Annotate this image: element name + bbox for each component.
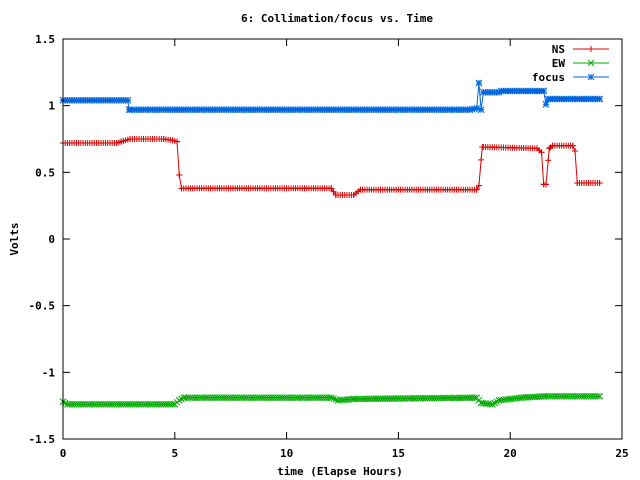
data-point bbox=[327, 394, 335, 402]
x-tick-label: 5 bbox=[171, 447, 178, 460]
legend-label: focus bbox=[532, 71, 565, 84]
data-point bbox=[534, 145, 541, 152]
data-point bbox=[169, 400, 176, 408]
data-point bbox=[546, 145, 553, 152]
data-point bbox=[160, 136, 167, 142]
data-point bbox=[475, 79, 483, 87]
legend-marker bbox=[587, 59, 595, 67]
data-point bbox=[332, 192, 339, 198]
data-point bbox=[180, 394, 188, 402]
x-tick-label: 20 bbox=[504, 447, 517, 460]
data-point bbox=[64, 400, 71, 408]
data-point bbox=[480, 88, 487, 96]
data-point bbox=[477, 106, 485, 114]
data-point bbox=[357, 186, 364, 193]
data-point bbox=[471, 394, 478, 402]
data-point bbox=[473, 394, 481, 402]
data-point bbox=[572, 148, 579, 154]
x-tick-label: 15 bbox=[392, 447, 405, 460]
data-point bbox=[544, 95, 552, 103]
data-point bbox=[124, 96, 132, 104]
data-point bbox=[473, 104, 481, 112]
data-point bbox=[596, 392, 603, 400]
series-layer bbox=[59, 79, 603, 408]
data-point bbox=[169, 137, 176, 144]
data-point bbox=[178, 185, 185, 192]
data-point bbox=[596, 95, 603, 103]
data-point bbox=[175, 396, 183, 404]
data-point bbox=[488, 400, 496, 408]
x-tick-label: 0 bbox=[60, 447, 67, 460]
data-point bbox=[574, 180, 581, 186]
data-point bbox=[478, 156, 485, 163]
x-tick-label: 25 bbox=[615, 447, 628, 460]
series-line bbox=[63, 82, 600, 111]
y-tick-label: 1 bbox=[48, 100, 55, 113]
y-tick-label: -0.5 bbox=[29, 300, 56, 313]
data-point bbox=[495, 396, 503, 404]
data-point bbox=[350, 192, 357, 198]
data-point bbox=[176, 172, 183, 178]
data-point bbox=[540, 392, 548, 400]
series-ns bbox=[60, 136, 603, 198]
legend-label: NS bbox=[552, 43, 565, 56]
y-tick-label: -1.5 bbox=[29, 433, 56, 446]
legend-marker bbox=[587, 73, 595, 81]
data-point bbox=[542, 100, 550, 108]
data-point bbox=[328, 185, 335, 192]
data-point bbox=[113, 140, 120, 146]
series-focus bbox=[59, 79, 603, 114]
data-point bbox=[330, 395, 337, 402]
axis-ticks: -1.5 -1 -0.5 0 0.5 1 1.5 0 5 10 15 20 25 bbox=[29, 33, 629, 460]
y-tick-label: 1.5 bbox=[35, 33, 55, 46]
data-point bbox=[334, 396, 342, 404]
y-tick-label: 0 bbox=[48, 233, 55, 246]
data-point bbox=[542, 181, 549, 188]
data-point bbox=[330, 188, 337, 195]
data-point bbox=[466, 106, 474, 114]
data-point bbox=[473, 186, 480, 193]
data-point bbox=[174, 138, 181, 145]
data-point bbox=[475, 182, 482, 189]
data-point bbox=[497, 87, 505, 95]
data-point bbox=[596, 180, 603, 186]
data-point bbox=[569, 142, 576, 149]
data-point bbox=[477, 399, 485, 407]
data-point bbox=[545, 157, 552, 164]
data-point bbox=[518, 394, 525, 402]
series-ew bbox=[59, 392, 603, 408]
data-point bbox=[127, 136, 134, 142]
x-axis-label: time (Elapse Hours) bbox=[277, 465, 403, 478]
data-point bbox=[479, 144, 486, 150]
data-point bbox=[549, 142, 556, 149]
legend-label: EW bbox=[552, 57, 566, 70]
data-point bbox=[538, 149, 545, 156]
x-tick-label: 10 bbox=[280, 447, 293, 460]
data-point bbox=[540, 87, 548, 95]
plot-frame bbox=[62, 38, 623, 440]
data-point bbox=[594, 392, 601, 400]
legend-marker bbox=[588, 46, 594, 52]
data-point bbox=[118, 138, 125, 145]
data-point bbox=[350, 395, 358, 403]
y-tick-label: 0.5 bbox=[35, 166, 55, 179]
data-point bbox=[125, 106, 133, 114]
chart-title: 6: Collimation/focus vs. Time bbox=[241, 12, 433, 25]
y-tick-label: -1 bbox=[42, 366, 56, 379]
y-axis-label: Volts bbox=[8, 222, 21, 255]
